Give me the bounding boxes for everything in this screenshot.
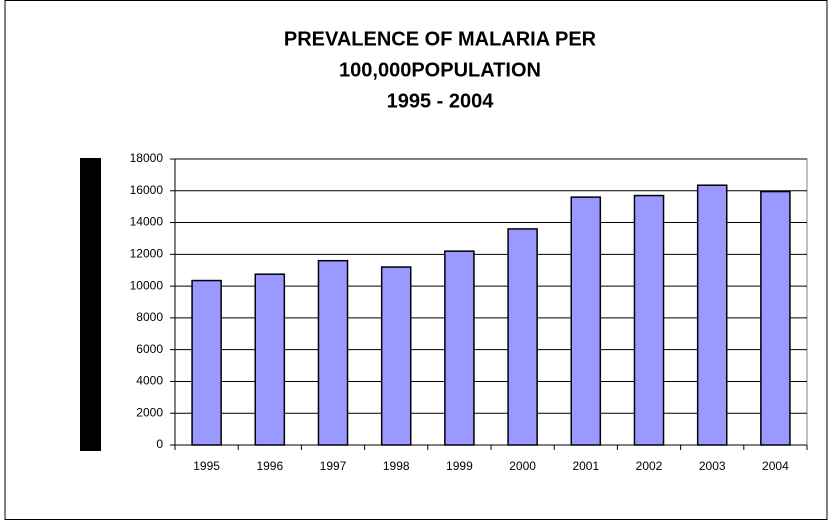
bar [696,184,728,446]
bar [380,266,412,446]
bar [191,279,222,446]
x-tick-label: 2004 [762,459,789,473]
y-tick-label: 4000 [136,374,163,388]
x-tick-label: 2002 [636,459,663,473]
x-tick-label: 1998 [383,459,410,473]
x-tick-label: 1999 [446,459,473,473]
chart-title: 100,000POPULATION [339,59,541,81]
y-tick-label: 12000 [130,247,164,261]
y-tick-label: 10000 [130,278,164,292]
bar [570,196,602,446]
x-tick-label: 1997 [320,459,347,473]
y-tick-label: 16000 [130,183,164,197]
chart-title: PREVALENCE OF MALARIA PER [284,28,597,50]
bar [317,259,349,446]
y-tick-label: 18000 [130,151,164,165]
chart-title: 1995 - 2004 [387,90,495,112]
y-tick-label: 6000 [136,342,163,356]
x-tick-label: 2000 [509,459,536,473]
bar [507,228,538,446]
bar [760,190,791,446]
y-tick-label: 14000 [130,215,164,229]
x-tick-label: 2001 [572,459,599,473]
y-tick-label: 0 [156,437,163,451]
x-tick-label: 1996 [256,459,283,473]
bar [444,250,475,446]
bar [633,194,665,446]
x-tick-label: 1995 [193,459,220,473]
y-tick-label: 2000 [136,405,163,419]
bar [254,273,286,446]
x-tick-label: 2003 [699,459,726,473]
axis-title-block [80,158,101,451]
y-tick-label: 8000 [136,310,163,324]
